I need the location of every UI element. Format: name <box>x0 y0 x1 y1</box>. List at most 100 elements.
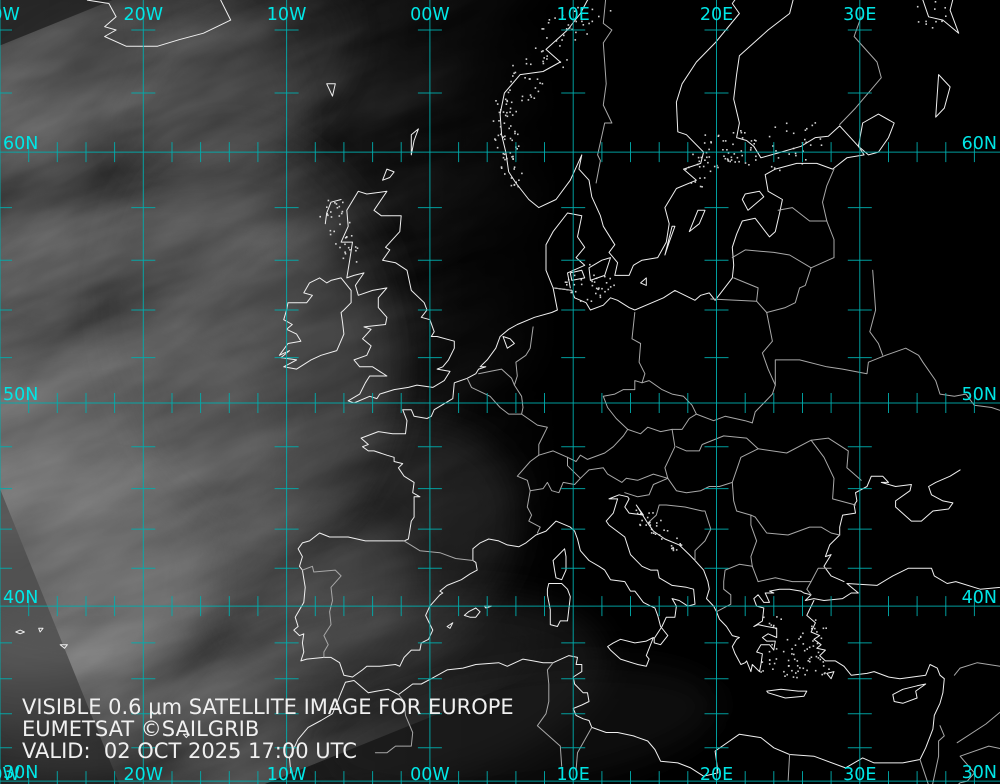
lat-label-right: 30N <box>962 763 997 783</box>
speckle-cluster-trondelag <box>571 6 594 35</box>
island-dot <box>822 661 825 663</box>
island-dot <box>774 126 777 128</box>
island-dot <box>329 233 332 236</box>
speckle-cluster-danish-straits <box>564 263 606 302</box>
island-dot <box>822 665 825 667</box>
island-dot <box>506 111 508 114</box>
coastline-hebrides <box>324 199 342 225</box>
island-dot <box>568 27 571 29</box>
island-dot <box>779 169 781 172</box>
island-dot <box>646 516 649 519</box>
coastline-britain <box>340 190 455 404</box>
island-dot <box>679 544 682 546</box>
caption-title: VISIBLE 0.6 μm SATELLITE IMAGE FOR EUROP… <box>22 695 514 719</box>
island-dot <box>794 152 797 155</box>
border-latvia-lithuania <box>731 249 812 269</box>
island-dot <box>663 529 665 531</box>
island-dot <box>690 182 693 184</box>
island-dot <box>708 156 711 158</box>
island-dot <box>708 148 710 151</box>
border-croatia-slovenia <box>624 477 669 498</box>
island-dot <box>808 646 811 649</box>
island-dot <box>723 155 725 157</box>
island-dot <box>916 5 919 8</box>
island-dot <box>327 214 329 217</box>
island-dot <box>540 50 543 53</box>
island-dot <box>566 59 568 61</box>
speckle-cluster-south-aegean <box>760 653 797 677</box>
island-dot <box>648 512 650 514</box>
island-dot <box>805 159 807 161</box>
graticule-label-layer: 30W 20W 10W 00W 10E 20E 30E 30W 20W 10W 00W 10E 20E 3… <box>0 5 997 784</box>
coastline-fyn <box>569 269 586 281</box>
island-dot <box>925 20 927 23</box>
island-dot <box>791 653 793 655</box>
island-dot <box>599 294 602 297</box>
island-dot <box>542 62 545 65</box>
coastline-scandinavia <box>499 0 740 276</box>
island-dot <box>804 138 806 141</box>
island-dot <box>326 206 328 208</box>
island-dot <box>591 20 594 23</box>
island-dot <box>782 650 785 653</box>
island-dot <box>788 153 790 155</box>
island-dot <box>513 183 516 186</box>
island-dot <box>609 286 612 288</box>
island-dot <box>512 155 514 158</box>
island-dot <box>599 296 602 299</box>
island-dot <box>503 138 506 141</box>
island-dot <box>579 300 582 302</box>
island-dot <box>513 168 515 170</box>
border-latvia-russia <box>810 220 835 269</box>
island-dot <box>762 670 764 672</box>
border-serbia-macedonia-albania <box>716 563 753 613</box>
island-dot <box>661 538 663 540</box>
island-dot <box>500 166 503 168</box>
island-dot <box>509 89 511 91</box>
lon-label-top: 20E <box>700 5 733 25</box>
coastline-layer <box>15 0 1000 777</box>
island-dot <box>342 257 345 260</box>
island-dot <box>794 644 797 646</box>
lon-label-top: 30E <box>843 5 876 25</box>
island-dot <box>537 90 540 93</box>
island-dot <box>704 134 707 136</box>
island-dot <box>828 668 830 670</box>
coastline-ireland <box>278 277 352 370</box>
coastline-iceland <box>86 0 232 47</box>
island-dot <box>763 616 765 619</box>
island-dot <box>563 34 565 37</box>
island-dot <box>515 110 517 113</box>
island-dot <box>755 140 757 142</box>
island-dot <box>510 125 512 127</box>
island-dot <box>559 61 562 63</box>
island-dot <box>574 290 577 293</box>
island-dot <box>750 147 752 149</box>
island-dot <box>604 290 606 293</box>
island-dot <box>692 153 694 156</box>
border-jordan-saudi <box>958 745 1000 784</box>
island-dot <box>740 150 743 152</box>
island-dot <box>652 532 655 534</box>
island-dot <box>819 138 822 140</box>
lon-label-bottom: 20E <box>700 765 733 784</box>
coastline-saaremaa <box>741 190 765 211</box>
island-dot <box>590 300 593 302</box>
island-dot <box>511 156 513 158</box>
island-dot <box>649 524 652 526</box>
island-dot <box>786 673 788 676</box>
island-dot <box>808 657 811 660</box>
lon-label-top: 00W <box>410 5 450 25</box>
lon-label-bottom: 10E <box>557 765 590 784</box>
island-dot <box>635 509 638 512</box>
island-dot <box>512 64 514 67</box>
island-dot <box>570 291 572 294</box>
border-macedonia-bulgaria <box>751 565 759 583</box>
coastline-sicily <box>607 637 654 667</box>
island-dot <box>555 40 558 42</box>
speckle-cluster-dalmatia-s <box>670 537 683 552</box>
border-belarus-russia <box>869 269 884 356</box>
speckle-cluster-turku-arch <box>729 130 757 166</box>
coastline-sardinia <box>546 583 571 627</box>
island-dot <box>806 127 808 130</box>
